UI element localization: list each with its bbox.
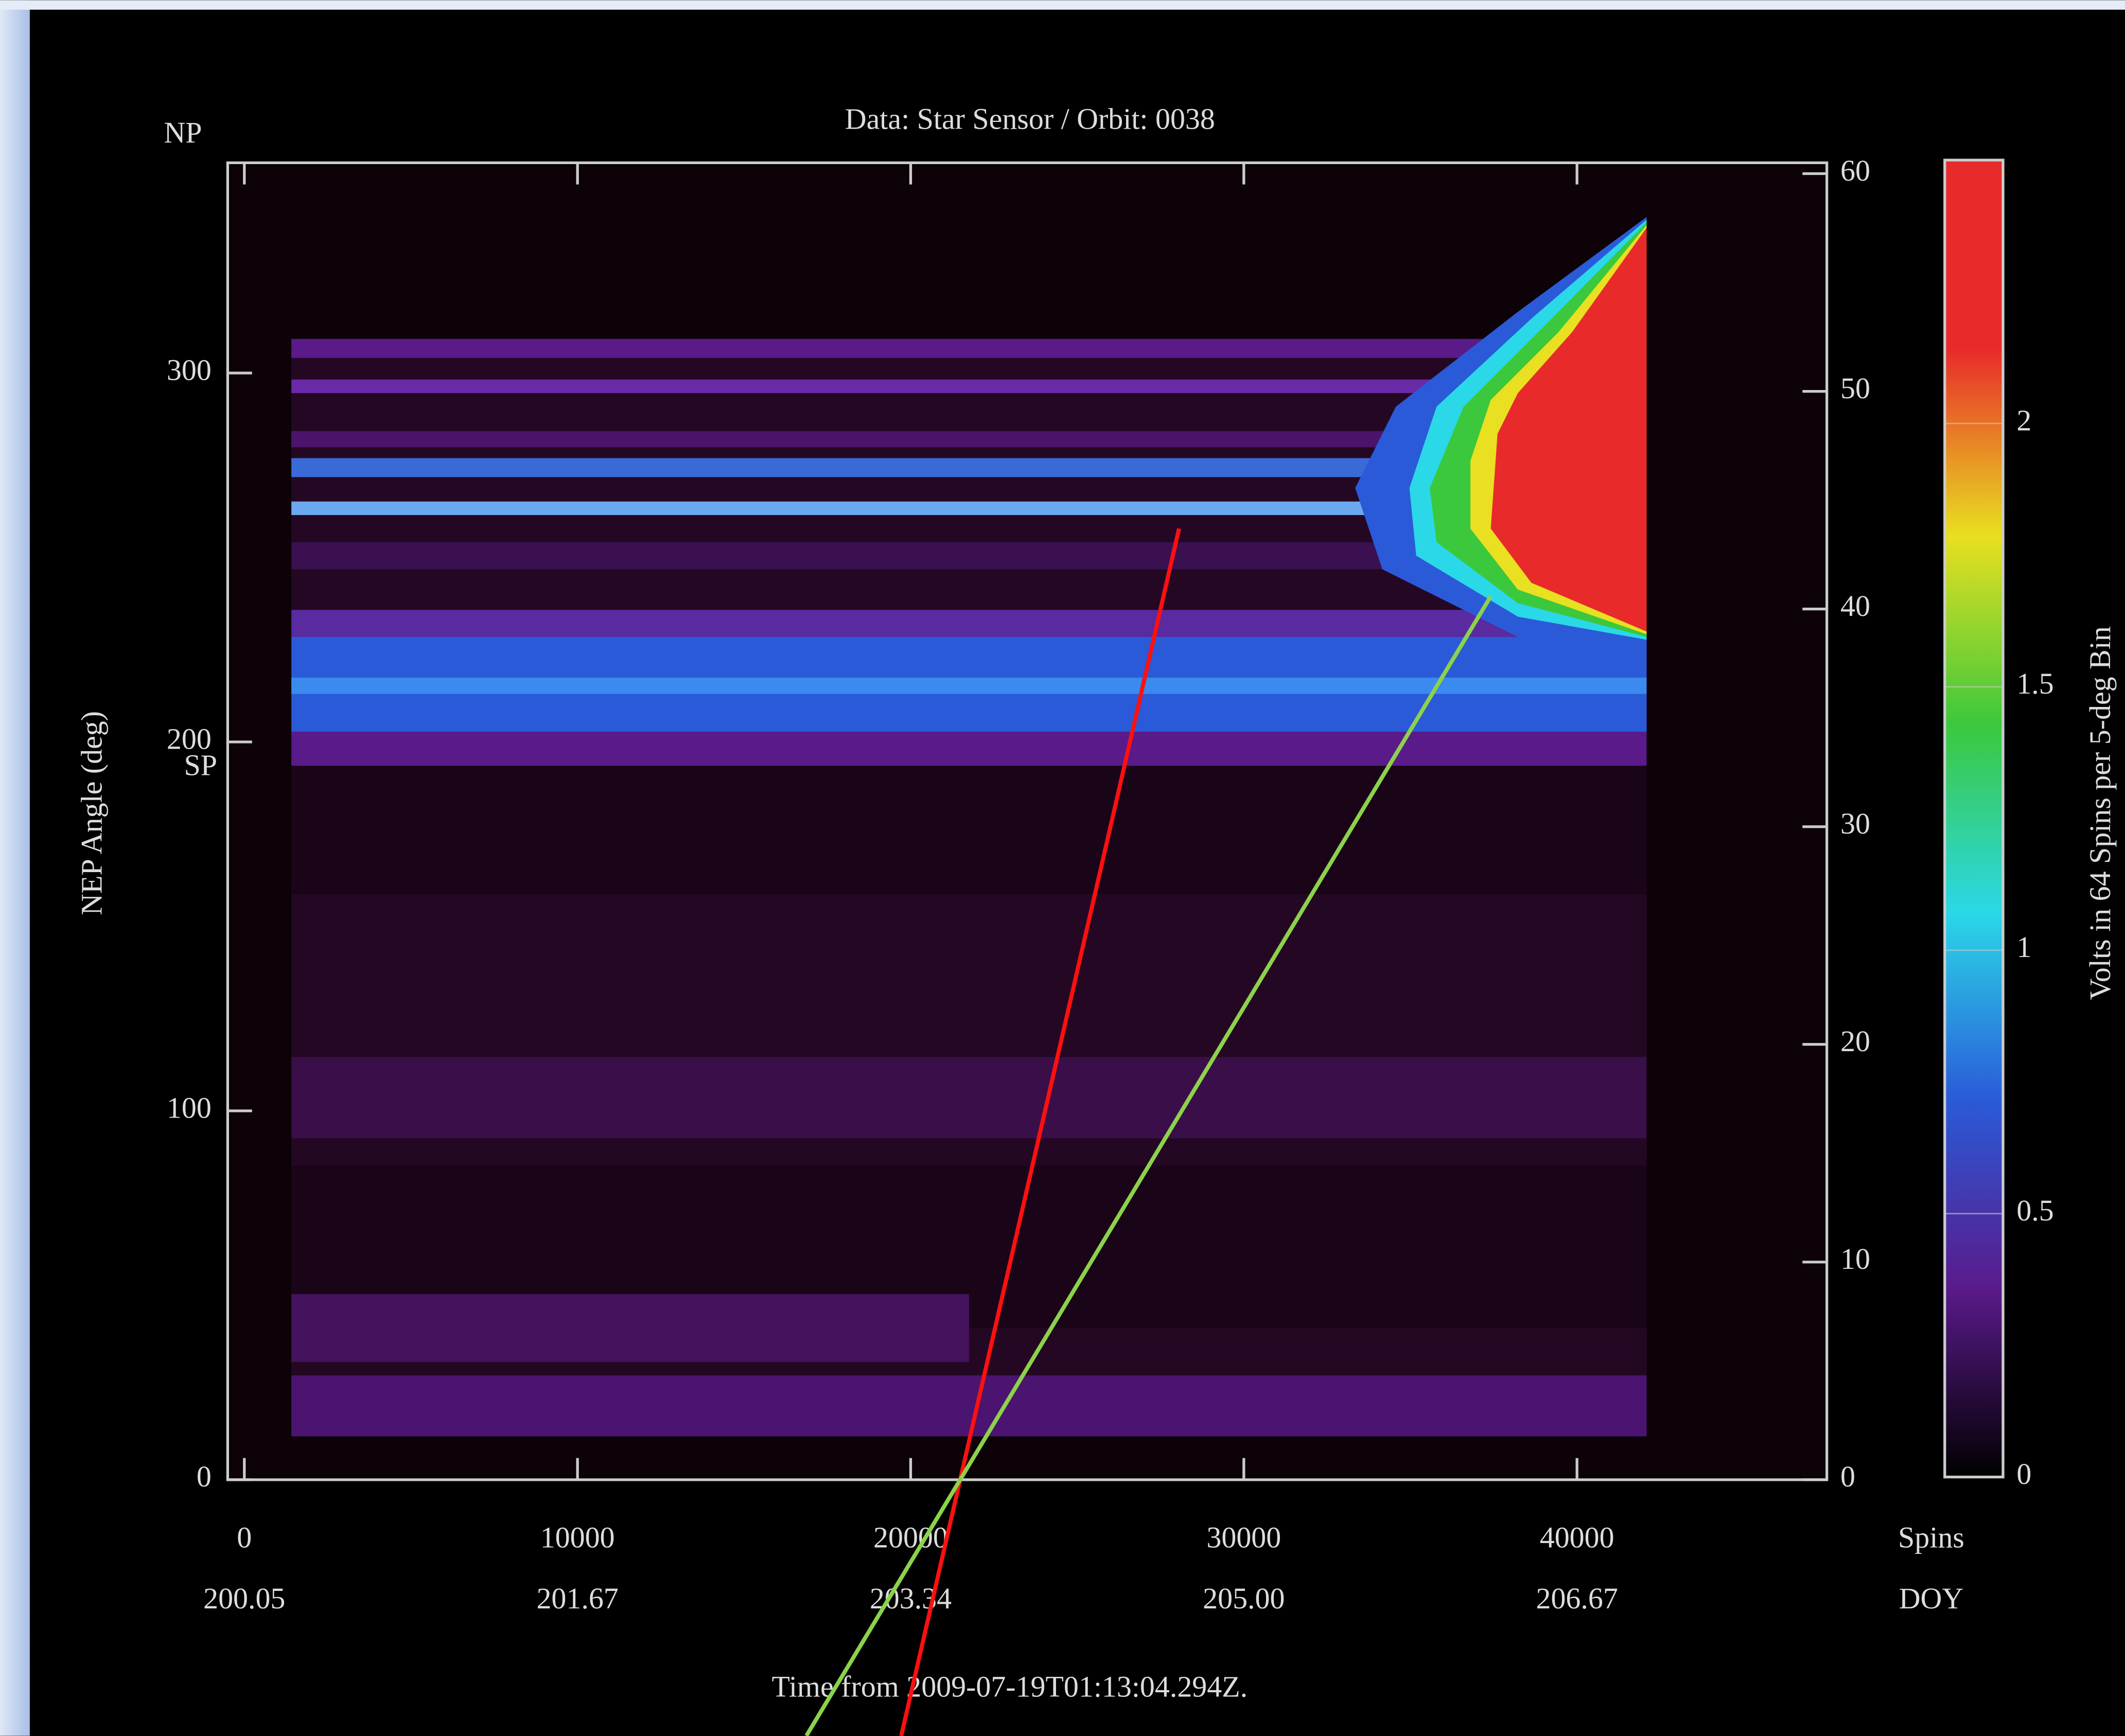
- x-axis-label: Time from 2009-07-19T01:13:04.294Z.: [772, 1670, 1248, 1703]
- y2-tick-label: 50: [1840, 371, 1870, 405]
- y2-tick-label: 0: [1840, 1460, 1855, 1493]
- x-unit-label: Spins: [1898, 1521, 1964, 1554]
- y2-tick-label: 10: [1840, 1242, 1870, 1276]
- x-tick-label: 20000: [873, 1521, 948, 1554]
- x-tick-label: 0: [237, 1521, 252, 1554]
- pole-label: NP: [164, 116, 202, 149]
- y-tick-label: 100: [167, 1091, 212, 1124]
- x-tick-label: 200.05: [203, 1582, 285, 1615]
- y2-tick-label: 60: [1840, 154, 1870, 187]
- colorbar-tick-label: 0.5: [2016, 1194, 2053, 1227]
- x-tick-label: 201.67: [536, 1582, 618, 1615]
- colorbar: [1943, 158, 2005, 1479]
- plot-frame: [226, 161, 1829, 1481]
- y-tick-label: 200: [167, 722, 212, 755]
- y-axis-label: NEP Angle (deg): [75, 711, 109, 915]
- window-edge: [0, 0, 30, 1736]
- y-tick-label: 0: [197, 1460, 212, 1493]
- annotation-line: [804, 595, 1493, 1736]
- colorbar-tick-label: 1: [2016, 930, 2031, 964]
- x-unit-label: DOY: [1899, 1582, 1964, 1615]
- annotation-line: [899, 528, 1181, 1736]
- heatmap: [230, 165, 1824, 1477]
- chart-title: Data: Star Sensor / Orbit: 0038: [845, 102, 1215, 136]
- y2-tick-label: 30: [1840, 807, 1870, 840]
- colorbar-tick-label: 0: [2016, 1457, 2031, 1491]
- x-tick-label: 206.67: [1536, 1582, 1618, 1615]
- colorbar-tick-label: 2: [2016, 403, 2031, 437]
- x-tick-label: 205.00: [1203, 1582, 1285, 1615]
- x-tick-label: 30000: [1206, 1521, 1281, 1554]
- y2-tick-label: 40: [1840, 589, 1870, 623]
- window-edge: [0, 0, 2125, 10]
- y2-tick-label: 20: [1840, 1024, 1870, 1058]
- y-tick-label: 300: [167, 353, 212, 386]
- x-tick-label: 40000: [1540, 1521, 1614, 1554]
- colorbar-label: Volts in 64 Spins per 5-deg Bin: [2083, 626, 2117, 1000]
- x-tick-label: 10000: [540, 1521, 615, 1554]
- pole-label: SP: [184, 749, 217, 782]
- colorbar-tick-label: 1.5: [2016, 667, 2053, 700]
